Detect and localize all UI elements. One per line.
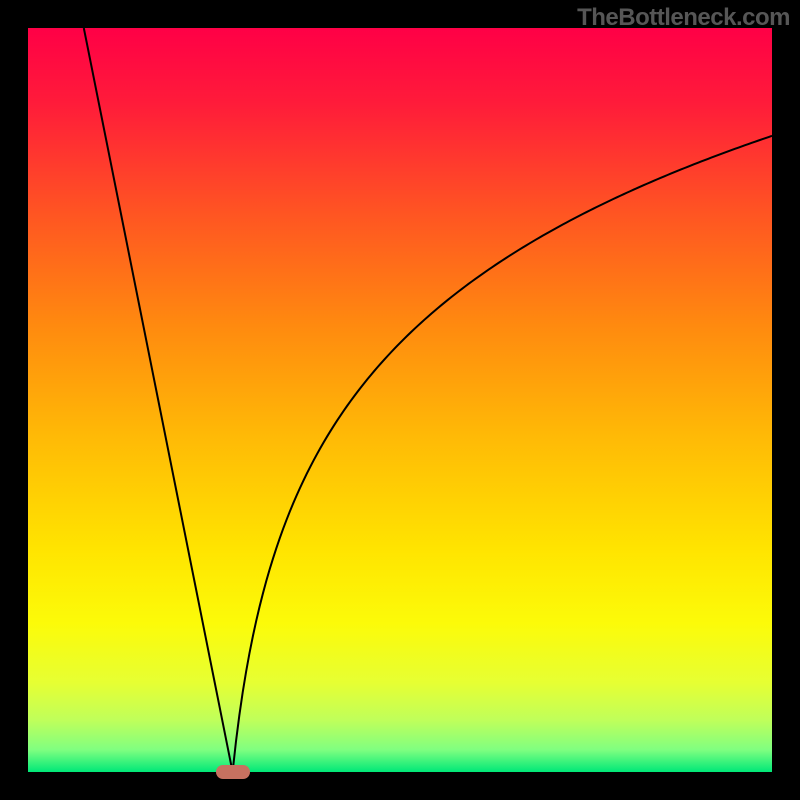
- gradient-background: [28, 28, 772, 772]
- chart-svg: [28, 28, 772, 772]
- plot-area: [28, 28, 772, 772]
- watermark-text: TheBottleneck.com: [577, 4, 790, 32]
- minimum-marker: [216, 765, 250, 779]
- chart-container: TheBottleneck.com: [0, 0, 800, 800]
